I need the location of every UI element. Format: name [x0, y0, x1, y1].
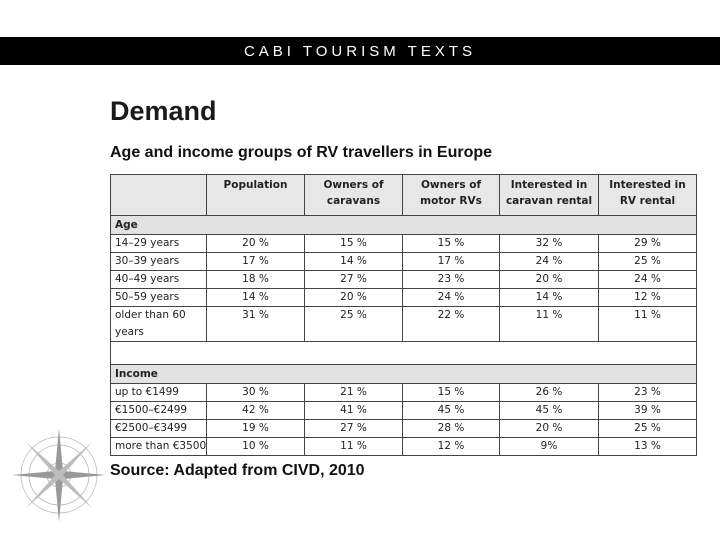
table-cell: 22 % — [402, 306, 500, 342]
row-label: 14–29 years — [110, 234, 207, 253]
banner-title: CABI TOURISM TEXTS — [243, 42, 477, 60]
column-header: Owners of motor RVs — [402, 174, 500, 216]
column-header: Interested in RV rental — [598, 174, 697, 216]
table-cell: 45 % — [402, 401, 500, 420]
table-cell: 24 % — [499, 252, 599, 271]
table-cell: 20 % — [499, 419, 599, 438]
column-header: Population — [206, 174, 305, 216]
column-header: Owners of caravans — [304, 174, 403, 216]
table-row: €2500–€3499 19 % 27 % 28 % 20 % 25 % — [110, 419, 697, 438]
table-cell: 25 % — [598, 419, 697, 438]
table-cell: 23 % — [402, 270, 500, 289]
table-section-header: Age — [110, 215, 697, 235]
table-cell: 20 % — [206, 234, 305, 253]
table-cell: 31 % — [206, 306, 305, 342]
row-label: 40–49 years — [110, 270, 207, 289]
table-cell: 24 % — [402, 288, 500, 307]
table-cell: 10 % — [206, 437, 305, 456]
table-cell: 18 % — [206, 270, 305, 289]
table-cell: 15 % — [304, 234, 403, 253]
table-cell: 12 % — [598, 288, 697, 307]
row-label: €2500–€3499 — [110, 419, 207, 438]
row-label: more than €3500 — [110, 437, 207, 456]
table-row: 30–39 years 17 % 14 % 17 % 24 % 25 % — [110, 252, 697, 271]
table-row: 40–49 years 18 % 27 % 23 % 20 % 24 % — [110, 270, 697, 289]
table-cell: 27 % — [304, 270, 403, 289]
table-cell: 12 % — [402, 437, 500, 456]
table-cell: 24 % — [598, 270, 697, 289]
table-cell: 17 % — [206, 252, 305, 271]
header-banner: CABI TOURISM TEXTS — [0, 37, 720, 65]
table-cell: 28 % — [402, 419, 500, 438]
table-cell: 26 % — [499, 383, 599, 402]
slide-subtitle: Age and income groups of RV travellers i… — [110, 144, 493, 161]
table-cell: 15 % — [402, 383, 500, 402]
section-label: Income — [110, 364, 697, 384]
table-row: 14–29 years 20 % 15 % 15 % 32 % 29 % — [110, 234, 697, 253]
spacer-cell — [110, 341, 697, 365]
row-label: 30–39 years — [110, 252, 207, 271]
table-cell: 20 % — [304, 288, 403, 307]
table-cell: 9% — [499, 437, 599, 456]
table-cell: 39 % — [598, 401, 697, 420]
table-cell: 20 % — [499, 270, 599, 289]
table-body: Age 14–29 years 20 % 15 % 15 % 32 % 29 % 30–39 … — [110, 215, 697, 456]
table-row: older than 60 years 31 % 25 % 22 % 11 % 11 % — [110, 306, 697, 342]
table-header-row: Population Owners of caravans Owners of … — [110, 174, 697, 216]
table-row: 50–59 years 14 % 20 % 24 % 14 % 12 % — [110, 288, 697, 307]
section-label: Age — [110, 215, 697, 235]
table-cell: 25 % — [598, 252, 697, 271]
data-table-container: Population Owners of caravans Owners of … — [110, 174, 697, 456]
column-header: Interested in caravan rental — [499, 174, 599, 216]
table-cell: 45 % — [499, 401, 599, 420]
slide-title: Demand — [110, 96, 217, 126]
table-cell: 14 % — [499, 288, 599, 307]
table-cell: 25 % — [304, 306, 403, 342]
table-cell: 14 % — [304, 252, 403, 271]
table-cell: 21 % — [304, 383, 403, 402]
table-spacer-row — [110, 341, 697, 365]
table-cell: 23 % — [598, 383, 697, 402]
table-cell: 41 % — [304, 401, 403, 420]
column-header — [110, 174, 207, 216]
row-label: €1500–€2499 — [110, 401, 207, 420]
table-row: up to €1499 30 % 21 % 15 % 26 % 23 % — [110, 383, 697, 402]
table-cell: 17 % — [402, 252, 500, 271]
table-cell: 32 % — [499, 234, 599, 253]
table-cell: 27 % — [304, 419, 403, 438]
table-cell: 11 % — [598, 306, 697, 342]
table-cell: 13 % — [598, 437, 697, 456]
table-cell: 11 % — [304, 437, 403, 456]
table-cell: 14 % — [206, 288, 305, 307]
compass-rose-icon — [12, 428, 106, 522]
source-caption: Source: Adapted from CIVD, 2010 — [110, 462, 365, 479]
row-label: up to €1499 — [110, 383, 207, 402]
table-cell: 30 % — [206, 383, 305, 402]
data-table: Population Owners of caravans Owners of … — [110, 174, 697, 456]
row-label: 50–59 years — [110, 288, 207, 307]
table-cell: 15 % — [402, 234, 500, 253]
table-cell: 19 % — [206, 419, 305, 438]
table-cell: 11 % — [499, 306, 599, 342]
table-row: more than €3500 10 % 11 % 12 % 9% 13 % — [110, 437, 697, 456]
table-row: €1500–€2499 42 % 41 % 45 % 45 % 39 % — [110, 401, 697, 420]
row-label: older than 60 years — [110, 306, 207, 342]
table-section-header: Income — [110, 364, 697, 384]
table-cell: 42 % — [206, 401, 305, 420]
table-cell: 29 % — [598, 234, 697, 253]
